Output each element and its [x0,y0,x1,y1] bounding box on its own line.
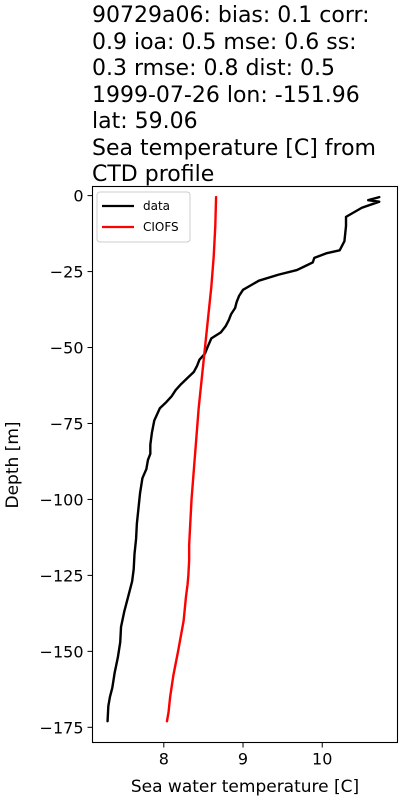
legend-box [96,191,191,243]
series-layer [106,195,381,723]
y-tick-label: 0 [73,187,83,206]
axes-frame [91,185,399,744]
chart-title-line: 0.9 ioa: 0.5 mse: 0.6 ss: [92,29,357,55]
chart-title-line: Sea temperature [C] from [92,135,376,161]
y-tick-label: −100 [40,490,84,509]
legend-label-data: data [143,199,170,213]
series-line-ciofs [165,195,218,723]
y-axis: 0 −25 −50 −75 −100 −125 −150 −175 [40,187,93,737]
x-axis-label: Sea water temperature [C] [131,777,359,797]
chart-title-line: 0.3 rmse: 0.8 dist: 0.5 [92,56,336,81]
chart-title-line: CTD profile [92,162,215,187]
y-tick-label: −75 [50,414,84,433]
y-tick-label: −25 [50,263,84,282]
x-tick-label: 9 [238,750,248,769]
chart-title-line: lat: 59.06 [92,109,198,134]
y-tick-label: −50 [50,339,84,358]
legend-label-ciofs: CIOFS [143,220,179,234]
chart-title-line: 90729a06: bias: 0.1 corr: [92,3,370,28]
x-tick-label: 10 [312,750,332,769]
series-line-data [106,195,381,723]
legend: data CIOFS [96,191,191,243]
y-axis-label: Depth [m] [3,421,23,508]
y-tick-label: −175 [40,718,84,737]
y-tick-label: −150 [40,642,84,661]
x-axis: 8 9 10 [159,742,332,769]
x-tick-label: 8 [159,750,169,769]
chart-title-line: 1999-07-26 lon: -151.96 [92,82,360,108]
y-tick-label: −125 [40,566,84,585]
